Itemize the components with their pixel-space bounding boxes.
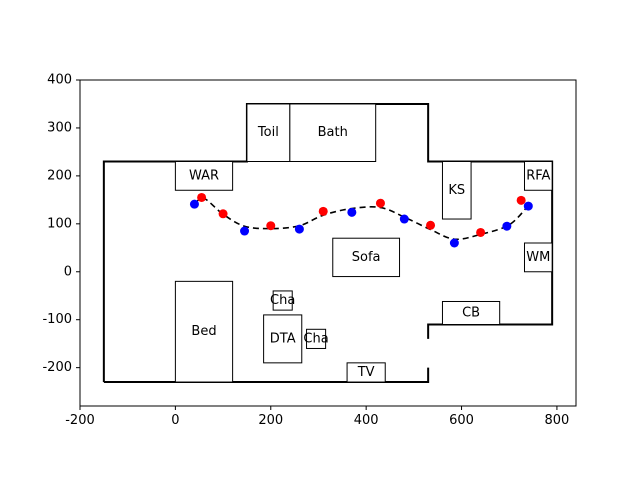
red-point bbox=[375, 198, 385, 208]
room-ks-label: KS bbox=[448, 183, 465, 198]
room-rfa-box bbox=[523, 161, 553, 191]
room-wm-box bbox=[523, 242, 553, 273]
room-toil-label: Toil bbox=[257, 125, 279, 140]
blue-point bbox=[399, 214, 409, 224]
room-ks-box bbox=[441, 161, 472, 220]
red-point bbox=[426, 220, 436, 230]
y-tick-label: 400 bbox=[47, 73, 72, 88]
room-wm-label: WM bbox=[526, 250, 550, 265]
y-tick-label: 200 bbox=[47, 168, 72, 183]
room-cha-label: Cha bbox=[303, 331, 328, 346]
red-point bbox=[516, 195, 526, 205]
room-bed-label: Bed bbox=[191, 324, 216, 339]
room-bed-box bbox=[174, 280, 234, 383]
room-cha-label: Cha bbox=[270, 293, 295, 308]
red-point bbox=[266, 221, 276, 231]
room-rfa-label: RFA bbox=[526, 168, 550, 183]
y-tick-label: -200 bbox=[42, 360, 72, 375]
x-tick-label: 200 bbox=[258, 413, 283, 428]
x-tick-label: 0 bbox=[171, 413, 179, 428]
blue-point bbox=[189, 199, 199, 209]
blue-point bbox=[294, 224, 304, 234]
red-point bbox=[476, 227, 486, 237]
y-tick-label: 300 bbox=[47, 120, 72, 135]
x-tick-label: 400 bbox=[354, 413, 379, 428]
room-tv-box bbox=[346, 362, 386, 383]
room-dta-label: DTA bbox=[270, 331, 296, 346]
y-tick-label: 100 bbox=[47, 216, 72, 231]
y-tick-label: -100 bbox=[42, 312, 72, 327]
y-tick-label: 0 bbox=[64, 264, 72, 279]
blue-point bbox=[347, 207, 357, 217]
room-tv-label: TV bbox=[357, 365, 375, 380]
room-cha-box bbox=[272, 290, 293, 311]
room-war-box bbox=[174, 161, 234, 191]
x-tick-label: -200 bbox=[65, 413, 95, 428]
room-war-label: WAR bbox=[189, 168, 219, 183]
room-sofa-label: Sofa bbox=[352, 250, 381, 265]
room-cb-label: CB bbox=[462, 305, 480, 320]
red-point bbox=[218, 209, 228, 219]
room-sofa-box bbox=[332, 237, 401, 278]
red-point bbox=[197, 192, 207, 202]
x-tick-label: 600 bbox=[449, 413, 474, 428]
blue-point bbox=[240, 226, 250, 236]
red-point bbox=[318, 206, 328, 216]
blue-point bbox=[523, 201, 533, 211]
room-toil-box bbox=[246, 103, 291, 162]
room-cb-box bbox=[441, 300, 501, 325]
room-dta-box bbox=[263, 314, 303, 364]
x-tick-label: 800 bbox=[545, 413, 570, 428]
blue-point bbox=[449, 238, 459, 248]
room-bath-box bbox=[289, 103, 377, 162]
blue-point bbox=[502, 221, 512, 231]
room-cha-box bbox=[306, 328, 327, 349]
room-bath-label: Bath bbox=[318, 125, 348, 140]
